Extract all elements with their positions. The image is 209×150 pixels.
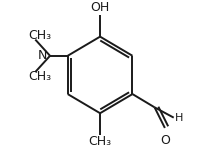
Text: OH: OH <box>90 2 110 14</box>
Text: CH₃: CH₃ <box>89 135 112 148</box>
Text: N: N <box>38 49 47 62</box>
Text: CH₃: CH₃ <box>28 70 51 83</box>
Text: CH₃: CH₃ <box>28 29 51 42</box>
Text: O: O <box>160 134 170 147</box>
Text: H: H <box>175 113 183 123</box>
